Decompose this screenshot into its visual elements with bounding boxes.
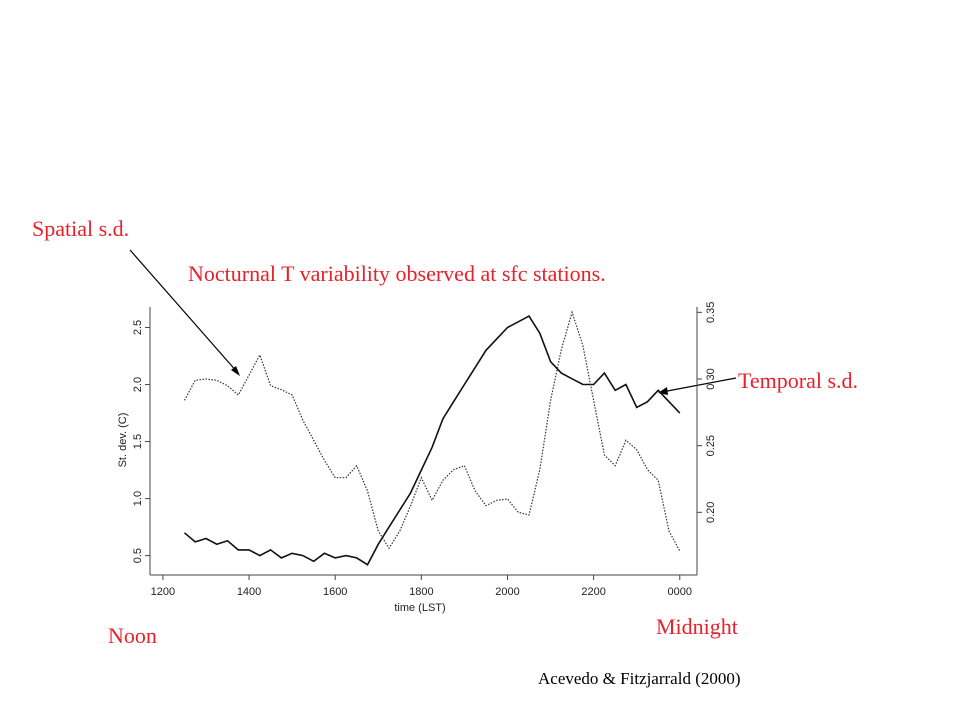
- arrow: [661, 377, 737, 393]
- x-tick-label: 2000: [495, 586, 519, 598]
- x-tick-label: 2200: [581, 586, 605, 598]
- y2-tick-label: 0.25: [705, 435, 717, 456]
- x-tick-label: 1800: [409, 586, 433, 598]
- temporal-label: Temporal s.d.: [738, 368, 858, 393]
- chart-title: Nocturnal T variability observed at sfc …: [188, 261, 606, 286]
- x-tick-label: 1200: [151, 586, 175, 598]
- x-tick-label: 1600: [323, 586, 347, 598]
- series-line: [183, 310, 681, 552]
- y2-tick-label: 0.30: [705, 368, 717, 389]
- y-tick-label: 0.5: [132, 548, 144, 563]
- x-axis-label: time (LST): [394, 602, 445, 614]
- x-tick-label: 0000: [668, 586, 692, 598]
- citation: Acevedo & Fitzjarrald (2000): [538, 669, 741, 688]
- x-tick-label: 1400: [237, 586, 261, 598]
- series-line: [183, 315, 681, 566]
- midnight-label: Midnight: [656, 614, 738, 639]
- spatial-label: Spatial s.d.: [32, 216, 129, 241]
- y2-tick-label: 0.20: [705, 502, 717, 523]
- y-tick-label: 2.0: [132, 377, 144, 392]
- y-tick-label: 2.5: [132, 320, 144, 335]
- y-tick-label: 1.0: [132, 491, 144, 506]
- y2-tick-label: 0.35: [705, 302, 717, 323]
- y-axis-label: St. dev. (C): [117, 413, 129, 468]
- noon-label: Noon: [108, 623, 157, 648]
- arrow-head: [231, 366, 240, 376]
- y-tick-label: 1.5: [132, 434, 144, 449]
- arrow: [129, 249, 239, 374]
